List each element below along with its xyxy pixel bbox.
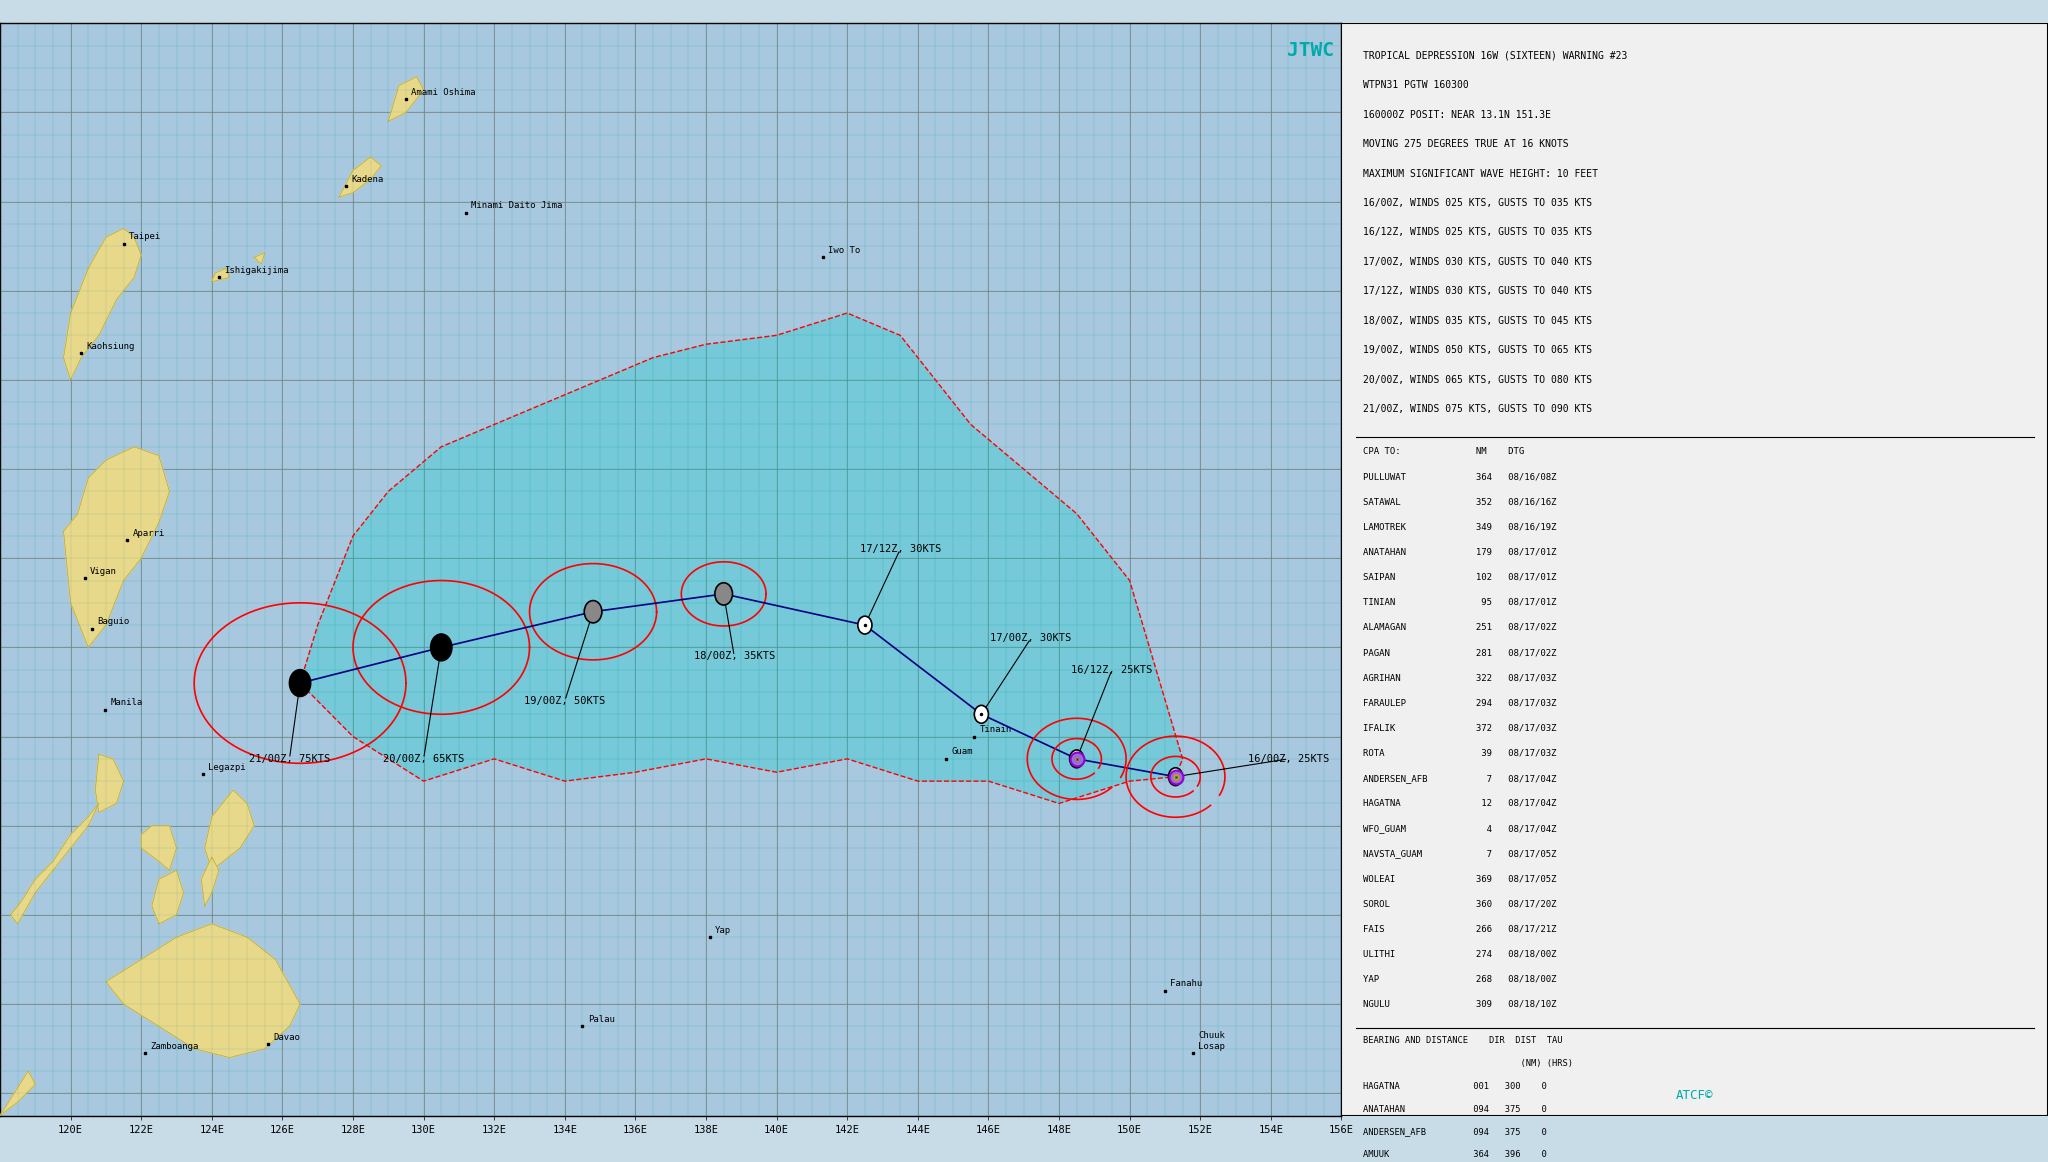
Circle shape: [584, 601, 602, 623]
Text: AMUUK                364   396    0: AMUUK 364 396 0: [1362, 1150, 1546, 1160]
Text: Palau: Palau: [588, 1014, 614, 1024]
Text: PAGAN                281   08/17/02Z: PAGAN 281 08/17/02Z: [1362, 648, 1556, 657]
Circle shape: [975, 705, 989, 723]
Text: Baguio: Baguio: [96, 617, 129, 626]
Text: Fanahu: Fanahu: [1169, 980, 1202, 988]
Text: YAP                  268   08/18/00Z: YAP 268 08/18/00Z: [1362, 975, 1556, 983]
Text: 21/00Z, 75KTS: 21/00Z, 75KTS: [250, 754, 330, 763]
Text: ANDERSEN_AFB         094   375    0: ANDERSEN_AFB 094 375 0: [1362, 1127, 1546, 1136]
Text: IFALIK               372   08/17/03Z: IFALIK 372 08/17/03Z: [1362, 724, 1556, 732]
Text: FAIS                 266   08/17/21Z: FAIS 266 08/17/21Z: [1362, 925, 1556, 933]
Text: CPA TO:              NM    DTG: CPA TO: NM DTG: [1362, 447, 1524, 456]
Text: ULITHI               274   08/18/00Z: ULITHI 274 08/18/00Z: [1362, 949, 1556, 959]
Polygon shape: [301, 313, 1182, 803]
Text: NAVSTA_GUAM            7   08/17/05Z: NAVSTA_GUAM 7 08/17/05Z: [1362, 849, 1556, 858]
Text: 18/00Z, 35KTS: 18/00Z, 35KTS: [694, 652, 774, 661]
Text: Yap: Yap: [715, 926, 731, 934]
Text: SOROL                360   08/17/20Z: SOROL 360 08/17/20Z: [1362, 899, 1556, 909]
Text: 16/00Z, WINDS 025 KTS, GUSTS TO 035 KTS: 16/00Z, WINDS 025 KTS, GUSTS TO 035 KTS: [1362, 198, 1591, 208]
Text: 19/00Z, WINDS 050 KTS, GUSTS TO 065 KTS: 19/00Z, WINDS 050 KTS, GUSTS TO 065 KTS: [1362, 345, 1591, 356]
Text: 18/00Z, WINDS 035 KTS, GUSTS TO 045 KTS: 18/00Z, WINDS 035 KTS, GUSTS TO 045 KTS: [1362, 316, 1591, 327]
Text: 17/12Z, WINDS 030 KTS, GUSTS TO 040 KTS: 17/12Z, WINDS 030 KTS, GUSTS TO 040 KTS: [1362, 287, 1591, 296]
Text: MOVING 275 DEGREES TRUE AT 16 KNOTS: MOVING 275 DEGREES TRUE AT 16 KNOTS: [1362, 139, 1569, 149]
Polygon shape: [201, 856, 219, 906]
Text: 160000Z POSIT: NEAR 13.1N 151.3E: 160000Z POSIT: NEAR 13.1N 151.3E: [1362, 109, 1550, 120]
Text: (NM) (HRS): (NM) (HRS): [1362, 1059, 1573, 1068]
Text: Chuuk
Losap: Chuuk Losap: [1198, 1031, 1225, 1050]
Polygon shape: [63, 446, 170, 647]
Text: 21/00Z, WINDS 075 KTS, GUSTS TO 090 KTS: 21/00Z, WINDS 075 KTS, GUSTS TO 090 KTS: [1362, 404, 1591, 415]
Text: 16/12Z, WINDS 025 KTS, GUSTS TO 035 KTS: 16/12Z, WINDS 025 KTS, GUSTS TO 035 KTS: [1362, 228, 1591, 237]
Text: WFO_GUAM               4   08/17/04Z: WFO_GUAM 4 08/17/04Z: [1362, 824, 1556, 833]
Text: Minami Daito Jima: Minami Daito Jima: [471, 201, 563, 210]
Text: HAGATNA              001   300    0: HAGATNA 001 300 0: [1362, 1082, 1546, 1091]
Text: 20/00Z, 65KTS: 20/00Z, 65KTS: [383, 754, 465, 763]
Text: AGRIHAN              322   08/17/03Z: AGRIHAN 322 08/17/03Z: [1362, 673, 1556, 682]
Text: WTPN31 PGTW 160300: WTPN31 PGTW 160300: [1362, 80, 1468, 89]
Text: JTWC: JTWC: [1288, 41, 1335, 60]
Polygon shape: [152, 870, 184, 924]
Text: Davao: Davao: [274, 1033, 301, 1041]
Text: ANATAHAN             094   375    0: ANATAHAN 094 375 0: [1362, 1105, 1546, 1113]
Polygon shape: [141, 826, 176, 870]
Text: 17/12Z, 30KTS: 17/12Z, 30KTS: [860, 544, 940, 554]
Text: 19/00Z, 50KTS: 19/00Z, 50KTS: [524, 696, 606, 705]
Text: HAGATNA               12   08/17/04Z: HAGATNA 12 08/17/04Z: [1362, 798, 1556, 808]
Text: ATCF©: ATCF©: [1675, 1090, 1714, 1103]
Polygon shape: [338, 157, 381, 198]
Text: Amami Oshima: Amami Oshima: [412, 87, 475, 96]
Text: Zamboanga: Zamboanga: [150, 1041, 199, 1050]
Text: WOLEAI               369   08/17/05Z: WOLEAI 369 08/17/05Z: [1362, 874, 1556, 883]
Text: ROTA                  39   08/17/03Z: ROTA 39 08/17/03Z: [1362, 748, 1556, 758]
Text: PULLUWAT             364   08/16/08Z: PULLUWAT 364 08/16/08Z: [1362, 472, 1556, 481]
Text: Vigan: Vigan: [90, 567, 117, 576]
Text: SATAWAL              352   08/16/16Z: SATAWAL 352 08/16/16Z: [1362, 497, 1556, 507]
Text: FARAULEP             294   08/17/03Z: FARAULEP 294 08/17/03Z: [1362, 698, 1556, 708]
Text: NGULU                309   08/18/10Z: NGULU 309 08/18/10Z: [1362, 999, 1556, 1009]
Text: Aparri: Aparri: [133, 529, 164, 538]
Text: Iwo To: Iwo To: [827, 246, 860, 254]
Text: Guam: Guam: [952, 747, 973, 756]
FancyBboxPatch shape: [1341, 23, 2048, 1116]
Polygon shape: [63, 228, 141, 380]
Circle shape: [1169, 768, 1182, 786]
Text: Kadena: Kadena: [352, 174, 383, 184]
Circle shape: [858, 616, 872, 634]
Text: Kaohsiung: Kaohsiung: [86, 342, 135, 351]
Text: 17/00Z, 30KTS: 17/00Z, 30KTS: [989, 633, 1071, 644]
Text: Legazpi: Legazpi: [209, 763, 246, 772]
Polygon shape: [205, 790, 254, 870]
Text: ALAMAGAN             251   08/17/02Z: ALAMAGAN 251 08/17/02Z: [1362, 623, 1556, 632]
Circle shape: [715, 583, 733, 605]
Polygon shape: [106, 924, 301, 1057]
Text: ANDERSEN_AFB           7   08/17/04Z: ANDERSEN_AFB 7 08/17/04Z: [1362, 774, 1556, 783]
Text: Ishigakijima: Ishigakijima: [223, 266, 289, 275]
Text: BEARING AND DISTANCE    DIR  DIST  TAU: BEARING AND DISTANCE DIR DIST TAU: [1362, 1035, 1563, 1045]
Polygon shape: [389, 77, 424, 121]
Text: SAIPAN               102   08/17/01Z: SAIPAN 102 08/17/01Z: [1362, 573, 1556, 582]
Polygon shape: [211, 268, 229, 282]
Text: MAXIMUM SIGNIFICANT WAVE HEIGHT: 10 FEET: MAXIMUM SIGNIFICANT WAVE HEIGHT: 10 FEET: [1362, 168, 1597, 179]
Polygon shape: [96, 754, 123, 812]
Text: 16/12Z, 25KTS: 16/12Z, 25KTS: [1071, 665, 1153, 675]
Polygon shape: [10, 803, 98, 924]
Circle shape: [430, 634, 453, 661]
Text: TINIAN                95   08/17/01Z: TINIAN 95 08/17/01Z: [1362, 597, 1556, 607]
Text: Taipei: Taipei: [129, 232, 162, 242]
Text: 20/00Z, WINDS 065 KTS, GUSTS TO 080 KTS: 20/00Z, WINDS 065 KTS, GUSTS TO 080 KTS: [1362, 375, 1591, 385]
Polygon shape: [254, 253, 264, 264]
Text: Manila: Manila: [111, 698, 143, 708]
Text: ANATAHAN             179   08/17/01Z: ANATAHAN 179 08/17/01Z: [1362, 547, 1556, 557]
Text: TROPICAL DEPRESSION 16W (SIXTEEN) WARNING #23: TROPICAL DEPRESSION 16W (SIXTEEN) WARNIN…: [1362, 50, 1626, 60]
Circle shape: [289, 669, 311, 696]
Text: 16/00Z, 25KTS: 16/00Z, 25KTS: [1247, 754, 1329, 763]
Text: LAMOTREK             349   08/16/19Z: LAMOTREK 349 08/16/19Z: [1362, 523, 1556, 531]
Text: 17/00Z, WINDS 030 KTS, GUSTS TO 040 KTS: 17/00Z, WINDS 030 KTS, GUSTS TO 040 KTS: [1362, 257, 1591, 267]
Circle shape: [1069, 749, 1083, 768]
Text: Tinain: Tinain: [979, 725, 1012, 734]
Polygon shape: [0, 1071, 35, 1116]
